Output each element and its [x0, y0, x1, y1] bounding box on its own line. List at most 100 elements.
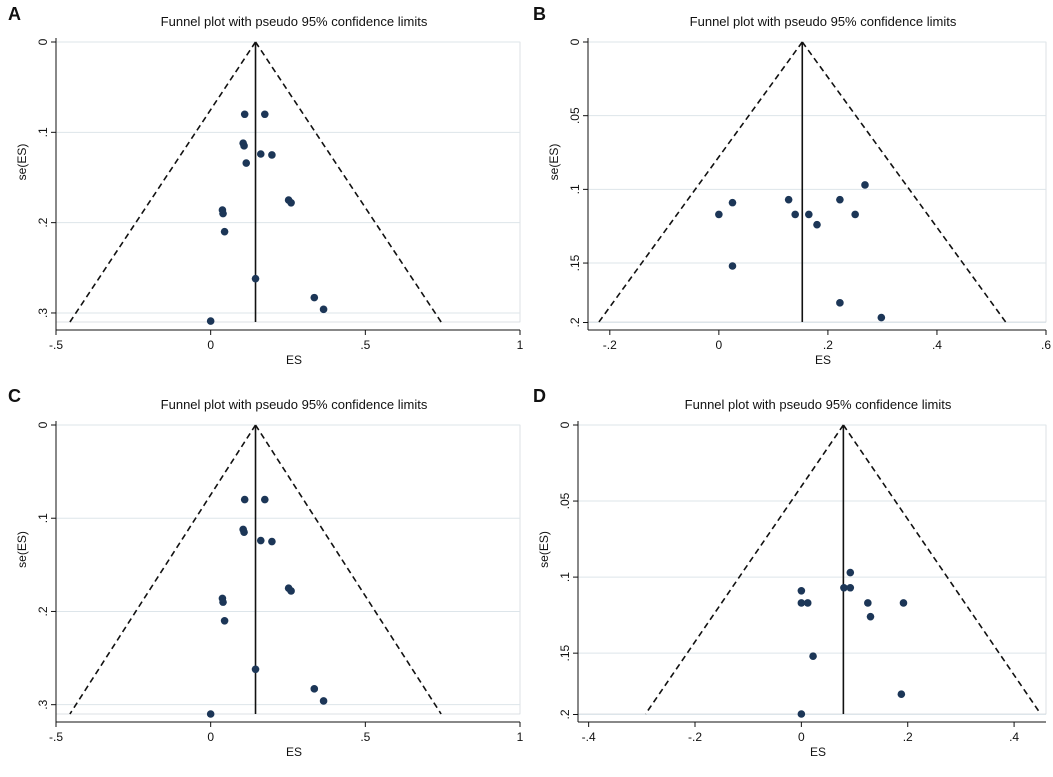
- x-tick-label: 0: [207, 730, 214, 744]
- panel-letter: B: [533, 4, 546, 24]
- y-tick-label: .2: [568, 317, 582, 327]
- chart-title: Funnel plot with pseudo 95% confidence l…: [161, 14, 428, 29]
- x-tick-label: .2: [823, 338, 833, 352]
- panel-letter: D: [533, 386, 546, 406]
- x-tick-label: .5: [360, 338, 370, 352]
- funnel-plot-a: 0 .1 .2 .3 -.5 0 .5 1 Funnel plot with pseudo 95…: [15, 14, 524, 367]
- x-tick-label: -.2: [688, 730, 702, 744]
- funnel-plot-b: 0 .05 .1 .15 .2 -.2 0 .2 .4 .6 Funnel plot with ps…: [547, 14, 1051, 367]
- y-tick-label: .2: [36, 217, 50, 227]
- funnel-plot-d: 0 .05 .1 .15 .2 -.4 -.2 0 .2 .4 Funnel plot with p…: [537, 397, 1047, 759]
- data-point: [784, 195, 793, 204]
- y-tick-label: .05: [558, 492, 572, 509]
- x-tick-label: .4: [1009, 730, 1019, 744]
- data-point: [256, 536, 265, 545]
- data-point: [220, 616, 229, 625]
- y-axis-title: se(ES): [15, 531, 29, 568]
- data-point: [256, 150, 265, 158]
- funnel-right-limit: [801, 41, 1007, 323]
- data-point: [715, 210, 723, 219]
- y-tick-label: .15: [568, 254, 582, 271]
- funnel-right-limit: [842, 424, 1042, 715]
- x-tick-label: .2: [903, 730, 913, 744]
- panel-c: C 0 .1 .2 .3 -.5 0 .5 1 Funnel plot with pseudo …: [0, 386, 526, 776]
- funnel-plot-c: 0 .1 .2 .3 -.5 0 .5 1 Funnel plot with pseudo 95…: [15, 397, 524, 759]
- data-point: [791, 210, 799, 219]
- x-tick-label: -.5: [49, 730, 63, 744]
- x-tick-label: .4: [932, 338, 942, 352]
- data-point: [206, 317, 215, 325]
- data-point: [797, 599, 806, 607]
- x-tick-label: -.5: [49, 338, 63, 352]
- data-point: [728, 262, 737, 270]
- data-point: [851, 210, 859, 219]
- y-axis-title: se(ES): [547, 144, 561, 181]
- x-tick-label: 0: [798, 730, 805, 744]
- x-tick-label: .5: [360, 730, 370, 744]
- x-axis-title: ES: [286, 353, 302, 367]
- y-tick-label: .2: [558, 709, 572, 719]
- data-point: [251, 274, 260, 283]
- chart-title: Funnel plot with pseudo 95% confidence l…: [685, 397, 952, 412]
- data-point: [310, 293, 319, 302]
- funnel-left-limit: [69, 41, 257, 323]
- y-tick-label: 0: [558, 421, 572, 428]
- x-axis-title: ES: [815, 353, 831, 367]
- x-tick-label: 0: [716, 338, 723, 352]
- x-tick-label: .6: [1041, 338, 1051, 352]
- data-point: [251, 665, 260, 674]
- plot-region: [577, 424, 1047, 715]
- funnel-left-limit: [598, 41, 803, 323]
- y-tick-label: 0: [36, 38, 50, 45]
- funnel-left-limit: [69, 424, 257, 715]
- data-point: [268, 537, 276, 546]
- data-point: [864, 599, 872, 607]
- data-point: [803, 599, 812, 607]
- data-point: [809, 652, 817, 660]
- data-point: [287, 587, 295, 595]
- y-tick-label: .3: [36, 308, 50, 318]
- plot-region: [55, 41, 521, 323]
- data-point: [240, 142, 248, 150]
- data-point: [836, 299, 844, 307]
- data-point: [846, 583, 855, 592]
- x-axis-title: ES: [810, 745, 826, 759]
- data-point: [220, 227, 229, 236]
- plot-region: [55, 424, 521, 715]
- x-tick-label: -.4: [582, 730, 596, 744]
- y-tick-label: .3: [36, 699, 50, 709]
- data-point: [310, 685, 319, 693]
- panel-letter: A: [8, 4, 21, 24]
- y-axis-title: se(ES): [15, 144, 29, 181]
- x-tick-label: 0: [207, 338, 214, 352]
- data-point: [797, 586, 806, 595]
- data-point: [242, 159, 251, 167]
- data-point: [261, 110, 269, 119]
- data-point: [319, 305, 328, 314]
- data-point: [877, 313, 886, 322]
- y-axis-title: se(ES): [537, 531, 551, 568]
- y-tick-label: .1: [568, 184, 582, 194]
- data-point: [813, 220, 821, 229]
- data-point: [240, 110, 249, 119]
- data-point: [866, 612, 875, 621]
- y-tick-label: .2: [36, 606, 50, 616]
- y-tick-label: .1: [36, 127, 50, 137]
- data-point: [805, 210, 813, 219]
- funnel-right-limit: [254, 424, 442, 715]
- data-point: [899, 599, 908, 607]
- data-point: [219, 598, 227, 606]
- data-point: [846, 568, 855, 577]
- data-point: [287, 198, 295, 207]
- data-point: [728, 198, 737, 207]
- data-point: [840, 583, 848, 592]
- x-tick-label: -.2: [603, 338, 617, 352]
- chart-title: Funnel plot with pseudo 95% confidence l…: [690, 14, 957, 29]
- data-point: [836, 195, 844, 204]
- data-point: [268, 151, 276, 159]
- data-point: [240, 528, 248, 537]
- data-point: [897, 690, 906, 699]
- data-point: [261, 495, 269, 504]
- y-tick-label: 0: [568, 38, 582, 45]
- data-point: [319, 697, 328, 705]
